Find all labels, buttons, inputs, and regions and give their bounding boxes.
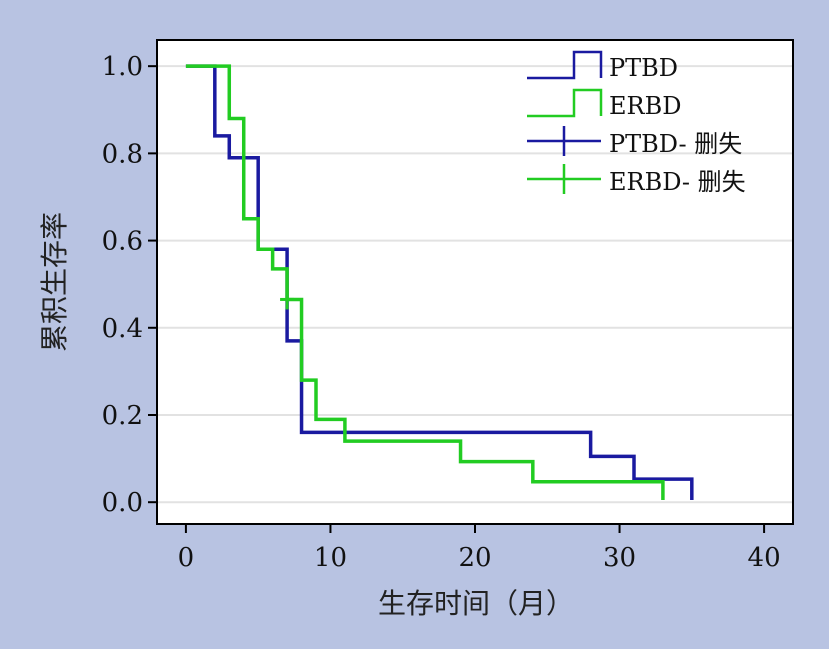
legend-label: PTBD- 删失 <box>609 130 742 158</box>
legend-item: PTBD <box>527 50 678 82</box>
legend-label: ERBD <box>609 92 681 120</box>
y-tick-label: 1.0 <box>102 52 143 82</box>
x-tick-label: 40 <box>748 543 781 573</box>
legend-swatch-step <box>527 88 603 118</box>
x-axis-title: 生存时间（月） <box>378 587 574 620</box>
y-tick-label: 0.2 <box>102 401 143 431</box>
legend-item: ERBD- 删失 <box>527 164 746 196</box>
y-tick-label: 0.6 <box>102 227 143 257</box>
grid-lines <box>158 65 792 504</box>
legend-item: ERBD <box>527 88 681 120</box>
plot-area <box>156 39 794 525</box>
y-tick-label: 0.8 <box>102 139 143 169</box>
legend-swatch-step <box>527 50 603 80</box>
y-axis-title: 累积生存率 <box>38 212 71 352</box>
series-line-ptbd <box>185 64 694 501</box>
legend: PTBD ERBD PTBD- 删失 ERBD- 删失 <box>527 50 746 196</box>
series-line-erbd <box>185 64 665 501</box>
legend-label: PTBD <box>609 54 678 82</box>
y-tick-label: 0.0 <box>102 488 143 518</box>
series-group <box>185 64 694 501</box>
legend-label: ERBD- 删失 <box>609 168 746 196</box>
x-tick-label: 20 <box>458 543 491 573</box>
y-tick-label: 0.4 <box>102 314 143 344</box>
x-tick-label: 30 <box>603 543 636 573</box>
legend-item: PTBD- 删失 <box>527 126 742 158</box>
x-tick-label: 10 <box>314 543 347 573</box>
x-tick-label: 0 <box>178 543 195 573</box>
axes-group: 0.0 0.2 0.4 0.6 0.8 1.0 0 10 20 30 40 <box>102 52 781 573</box>
